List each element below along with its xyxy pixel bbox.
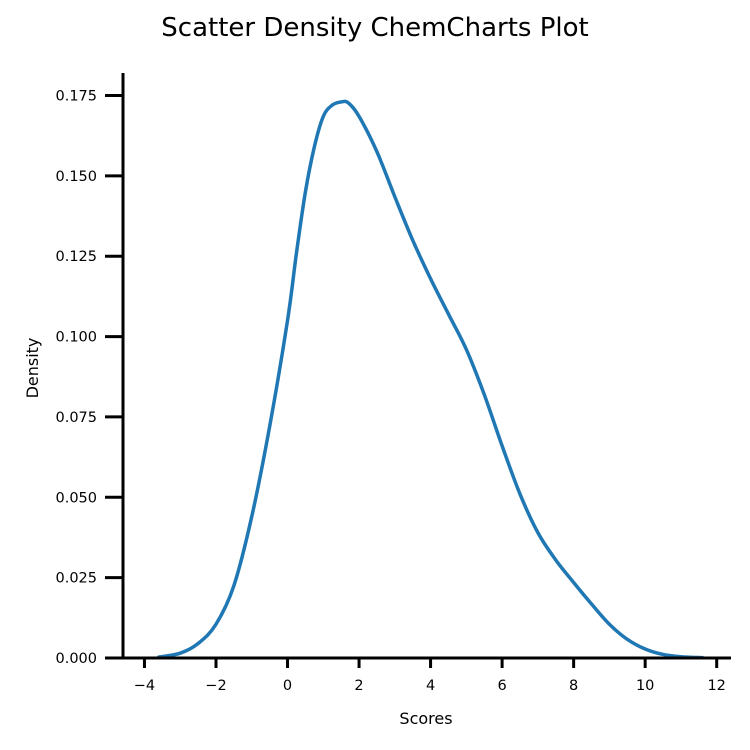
y-axis-ticks: 0.000 0.025 0.050 0.075 0.100 0.125 0.150 0.175 [55, 89, 123, 667]
x-tick-label: 10 [636, 678, 654, 694]
x-tick-label: 0 [283, 678, 292, 694]
y-tick-label: 0.125 [55, 249, 97, 265]
x-tick-label: 6 [497, 678, 506, 694]
y-tick-label: 0.000 [55, 651, 97, 667]
y-tick-label: 0.075 [55, 410, 97, 426]
y-tick-label: 0.050 [55, 490, 97, 506]
plot-area [157, 99, 705, 660]
x-axis-label: Scores [399, 709, 452, 728]
x-tick-label: −4 [134, 678, 155, 694]
y-tick-label: 0.150 [55, 169, 97, 185]
density-curve [157, 99, 705, 660]
x-tick-label: 2 [354, 678, 363, 694]
y-tick-label: 0.100 [55, 330, 97, 346]
y-tick-label: 0.175 [55, 89, 97, 105]
x-axis-ticks: −4 −2 0 2 4 6 8 10 12 [134, 658, 726, 694]
x-tick-label: 12 [707, 678, 725, 694]
y-tick-label: 0.025 [55, 571, 97, 587]
x-tick-label: −2 [205, 678, 226, 694]
x-tick-label: 4 [426, 678, 435, 694]
chart-title: Scatter Density ChemCharts Plot [161, 13, 588, 43]
x-tick-label: 8 [569, 678, 578, 694]
y-axis-label: Density [23, 338, 42, 399]
